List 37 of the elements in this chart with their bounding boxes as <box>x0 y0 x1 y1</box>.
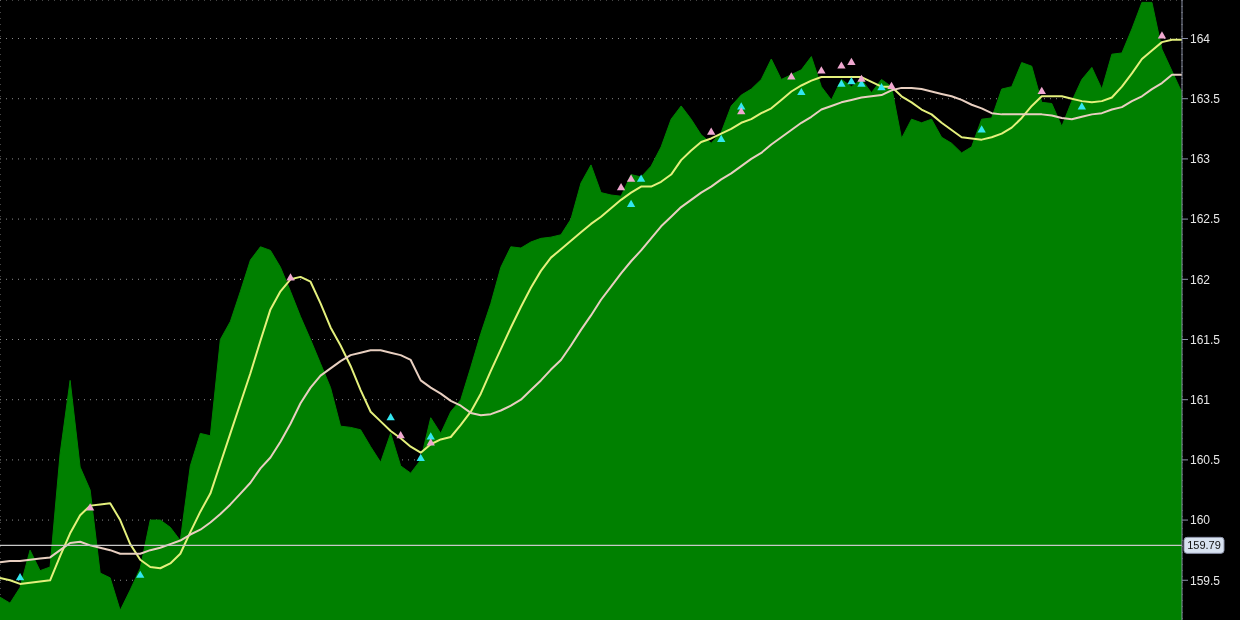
point <box>1037 86 1046 94</box>
point <box>977 125 986 133</box>
point <box>626 199 636 208</box>
point <box>396 431 405 439</box>
point <box>717 134 726 143</box>
y-tick-label: 163.5 <box>1190 91 1221 106</box>
point <box>386 412 395 421</box>
point <box>737 107 746 115</box>
point <box>797 87 806 96</box>
point <box>136 570 145 578</box>
point <box>837 61 846 69</box>
point <box>15 573 25 581</box>
point <box>707 127 716 135</box>
point <box>857 74 866 82</box>
point <box>416 453 425 462</box>
point <box>837 79 846 87</box>
point <box>616 183 626 191</box>
y-tick-label: 164 <box>1190 31 1211 46</box>
y-tick-label: 159.5 <box>1190 573 1221 588</box>
point <box>636 174 646 182</box>
y-tick-label: 160 <box>1190 513 1211 528</box>
point <box>817 66 826 74</box>
y-tick-label: 161.5 <box>1190 332 1221 347</box>
point <box>1157 31 1167 39</box>
point <box>847 57 856 65</box>
y-tick-label: 162.5 <box>1190 212 1221 227</box>
y-tick-label: 163 <box>1190 152 1211 167</box>
y-tick-label: 161 <box>1190 392 1211 407</box>
ref-line-label: 159.79 <box>1187 539 1221 552</box>
point <box>626 174 636 182</box>
y-tick-label: 162 <box>1190 272 1211 287</box>
point <box>1077 102 1086 110</box>
point <box>286 273 295 281</box>
y-tick-label: 160.5 <box>1190 453 1221 468</box>
point <box>847 77 856 85</box>
point <box>877 83 886 91</box>
point <box>887 81 896 90</box>
